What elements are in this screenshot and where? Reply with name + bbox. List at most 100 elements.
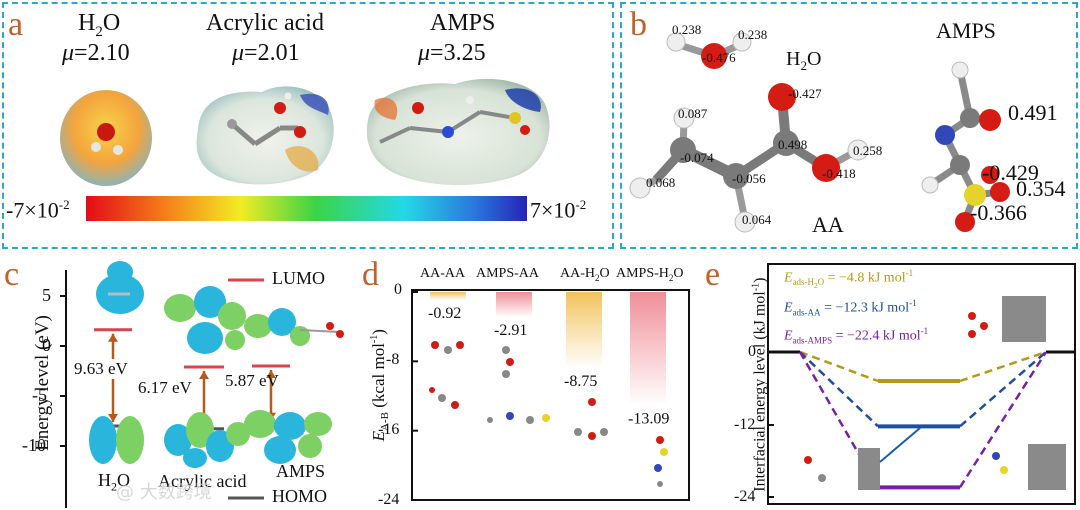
- colorbar-min-label: -7×10-2: [6, 197, 70, 223]
- chart-e-frame: [767, 263, 1076, 505]
- aa-charge-c1: -0.074: [680, 150, 714, 165]
- legend-eads-h2o: Eads-H2O = −4.8 kJ mol-1: [784, 268, 914, 291]
- bar-value-label-2: -8.75: [564, 373, 597, 390]
- c-ytick-neg5: -5: [32, 385, 47, 405]
- h2o-homo-orbital: [89, 416, 144, 464]
- gap-arrow-head-up-1: [199, 371, 209, 379]
- bar-aa-h2o: [566, 292, 602, 368]
- esp-surfaces: [60, 78, 550, 221]
- aa-ball-stick: [629, 83, 869, 233]
- h2o-charge-h2: 0.238: [738, 27, 768, 42]
- h2o-title: H2O: [78, 10, 121, 40]
- c-ytick-neg10: -10: [22, 435, 46, 455]
- d-ytick-neg24: -24: [378, 491, 400, 508]
- amps-label: AMPS: [936, 18, 996, 43]
- gap-h2o: 9.63 eV: [74, 359, 128, 379]
- h2o-ball-stick: [666, 32, 752, 69]
- h2o-charge-h1: 0.238: [672, 22, 702, 37]
- c-mol-aa: Acrylic acid: [158, 471, 247, 491]
- chart-d-frame: [411, 289, 690, 501]
- aa-charge-o2: -0.418: [822, 166, 856, 181]
- aa-charge-c3: 0.498: [778, 137, 808, 152]
- amps-h2o-dimer-thumb: [654, 436, 668, 487]
- bar-value-label-1: -2.91: [494, 322, 527, 339]
- panel-c-orbitals: [89, 261, 344, 468]
- amps-dipole: μ=3.25: [418, 40, 486, 66]
- panel-c-label: c: [4, 256, 20, 293]
- chart-d-molecule-thumbs: [429, 341, 668, 487]
- h2o-dipole: μ=2.10: [62, 40, 130, 66]
- aa-charge-h3: 0.064: [742, 212, 772, 227]
- aa-charge-o1: -0.427: [788, 86, 822, 101]
- amps-charge-4: -0.366: [970, 200, 1027, 225]
- amps-aa-dimer-thumb: [487, 346, 550, 424]
- aa-lumo-orbital: [164, 286, 246, 354]
- d-ytick-neg8: -8: [386, 351, 400, 368]
- chart-d-bars: -0.92 -2.91 -8.75 -13.09: [428, 292, 669, 427]
- homo-legend-swatch: [228, 496, 264, 500]
- panel-d-label: d: [362, 256, 379, 293]
- panel-b-frame: [620, 2, 1078, 249]
- panel-a-frame: [2, 2, 614, 249]
- d-cat-2: AMPS-AA: [476, 266, 540, 281]
- gap-arrow-head-up-2: [266, 370, 276, 378]
- homo-legend-label: HOMO: [272, 486, 328, 506]
- d-cat-1: AA-AA: [420, 266, 466, 281]
- h2o-esp-surface: [60, 90, 152, 186]
- colorbar-max-label: 7×10-2: [530, 197, 587, 223]
- pathway-eads-aa: [799, 351, 1047, 428]
- e-ytick-neg12: -12: [734, 416, 756, 433]
- c-mol-amps: AMPS: [276, 461, 326, 481]
- bar-amps-h2o: [630, 292, 666, 406]
- amps-lumo-orbital: [244, 308, 344, 346]
- pathway-eads-amps: [798, 351, 1048, 489]
- d-ytick-neg16: -16: [378, 421, 400, 438]
- amps-charge-2: -0.429: [982, 160, 1039, 185]
- c-ytick-0: 0: [42, 335, 51, 355]
- watermark: @ 大数跨境: [116, 482, 212, 503]
- chart-e-series: [768, 350, 1075, 490]
- gap-arrow-head-up-0: [108, 333, 118, 342]
- amps-charge-1: 0.491: [1008, 100, 1058, 125]
- pathway-eads-h2o: [799, 350, 1047, 383]
- e-ytick-0: 0: [748, 343, 756, 360]
- legend-eads-aa: Eads-AA = −12.3 kJ mol-1: [784, 298, 917, 318]
- chart-d-yaxis-ticks: [412, 291, 418, 501]
- lumo-legend-label: LUMO: [272, 268, 325, 288]
- aa-h2o-dimer-thumb: [574, 398, 608, 440]
- d-ytick-0: 0: [394, 281, 402, 298]
- panel-a-label: a: [8, 6, 24, 43]
- panel-b-label: b: [630, 6, 647, 43]
- bar-value-label-0: -0.92: [428, 305, 461, 322]
- amps-ball-stick: [921, 61, 1010, 232]
- aa-charge-h1: 0.087: [678, 106, 708, 121]
- aa-charge-h2: 0.068: [646, 175, 676, 190]
- ball-stick-models: [629, 32, 1010, 233]
- aa-charge-h-oh: 0.258: [853, 143, 883, 158]
- amps-esp-surface: [366, 78, 550, 186]
- bar-value-label-3: -13.09: [628, 410, 669, 427]
- chart-e-thumbs: [804, 296, 1066, 490]
- c-mol-h2o: H2O: [98, 470, 130, 494]
- panel-e-label: e: [705, 256, 721, 293]
- aa-homo-orbital: [164, 412, 250, 468]
- amps-homo-orbital: [244, 410, 332, 464]
- e-ytick-neg24: -24: [734, 488, 756, 505]
- h2o-lumo-orbital: [96, 261, 144, 314]
- h2o-label: H2O: [786, 48, 822, 73]
- aa-charge-c2: -0.056: [732, 171, 766, 186]
- lumo-legend-swatch: [228, 278, 264, 282]
- amps-charge-3: 0.354: [1016, 176, 1066, 201]
- gap-aa: 6.17 eV: [138, 378, 192, 397]
- d-cat-4: AMPS-H2O: [616, 266, 684, 283]
- h2o-charge-o: -0.476: [702, 50, 736, 65]
- bar-aa-aa: [430, 292, 466, 300]
- d-cat-3: AA-H2O: [560, 266, 610, 283]
- gap-amps: 5.87 eV: [225, 371, 279, 390]
- bar-amps-aa: [496, 292, 532, 318]
- aa-dipole: μ=2.01: [232, 40, 300, 66]
- aa-title: Acrylic acid: [206, 10, 324, 36]
- amps-title: AMPS: [430, 10, 496, 36]
